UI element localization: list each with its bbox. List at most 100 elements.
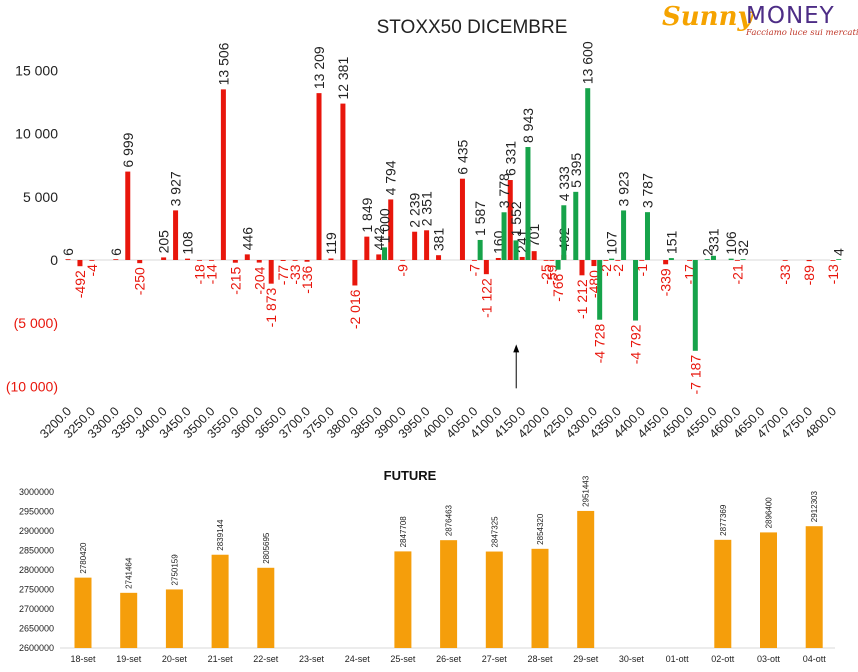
bar	[692, 260, 698, 351]
bar	[364, 236, 370, 260]
bar	[382, 247, 388, 260]
bar	[74, 577, 92, 648]
data-label: -339	[658, 268, 674, 296]
data-label: -33	[287, 264, 303, 284]
future-chart: FUTURE 3000000 2950000 2900000 2850000 280000…	[19, 468, 835, 664]
data-label: 6	[108, 248, 124, 256]
bar	[440, 540, 458, 648]
bar	[704, 259, 710, 260]
chart-title: STOXX50 DICEMBRE	[377, 17, 568, 38]
y-tick-label: 2750000	[19, 585, 54, 595]
bar	[555, 260, 561, 270]
bar	[120, 592, 138, 648]
data-label: 1 552	[508, 201, 524, 236]
bar	[244, 254, 250, 260]
data-label: -4 728	[592, 324, 608, 364]
data-label: 2741464	[125, 557, 134, 589]
x-tick-label: 21-set	[208, 654, 234, 664]
bar	[185, 258, 191, 260]
data-label: 3 923	[616, 171, 632, 206]
data-label: 2854320	[536, 513, 545, 545]
data-label: 108	[180, 231, 196, 255]
data-label: 2951443	[582, 475, 591, 507]
bar	[316, 93, 322, 260]
bar	[597, 260, 603, 320]
data-label: 3 927	[168, 171, 184, 206]
data-label: 2780420	[79, 542, 88, 574]
data-label: -1 873	[263, 287, 279, 327]
y-tick-label: 2900000	[19, 526, 54, 536]
bar	[340, 103, 346, 261]
data-label: -215	[227, 267, 243, 295]
data-label: 151	[663, 231, 679, 255]
bar	[710, 255, 716, 260]
bar	[668, 258, 674, 260]
data-label: 4	[831, 248, 847, 256]
bar	[501, 212, 507, 260]
x-tick-label: 01-ott	[666, 654, 690, 664]
bar	[531, 251, 537, 260]
data-label: -7 187	[687, 355, 703, 395]
data-label: -21	[729, 264, 745, 284]
data-label: -2	[610, 264, 626, 277]
bar	[633, 260, 639, 321]
bar	[257, 567, 275, 648]
bar	[549, 260, 555, 261]
bar	[137, 260, 143, 264]
bar	[220, 89, 226, 261]
data-label: 12 381	[335, 57, 351, 100]
data-label: 2750159	[170, 554, 179, 586]
stoxx50-options-chart: STOXX50 DICEMBRE 15 000 10 000 5 000 0 (5 000…	[6, 17, 847, 441]
x-tick-label: 19-set	[116, 654, 142, 664]
data-label: 446	[239, 227, 255, 251]
x-tick-label: 25-set	[390, 654, 416, 664]
x-tick-label: 02-ott	[711, 654, 735, 664]
bar	[173, 210, 179, 260]
data-label: -25	[538, 264, 554, 284]
bar	[280, 260, 286, 261]
data-label: -250	[132, 267, 148, 295]
bar	[734, 260, 740, 261]
x-tick-label: 29-set	[573, 654, 599, 664]
bar	[782, 260, 788, 261]
bar	[65, 259, 71, 260]
y-tick-label: 2950000	[19, 507, 54, 517]
bar	[352, 260, 358, 286]
data-label: 8 943	[520, 108, 536, 143]
bar	[77, 260, 83, 267]
data-label: 1 587	[472, 201, 488, 236]
bar	[459, 178, 465, 260]
data-label: 442	[371, 227, 387, 251]
bar	[495, 257, 501, 260]
y-tick-label: 2800000	[19, 565, 54, 575]
bar	[165, 589, 183, 648]
data-label: -14	[203, 264, 219, 284]
bar	[394, 551, 412, 648]
bar	[424, 230, 430, 260]
y-tick-label: 5 000	[23, 189, 58, 205]
bar	[292, 260, 298, 261]
bar	[208, 260, 214, 261]
bar	[609, 258, 615, 260]
data-label: -136	[299, 266, 315, 294]
data-label: 2847708	[399, 516, 408, 548]
data-label: -33	[777, 264, 793, 284]
x-tick-label: 30-set	[619, 654, 645, 664]
data-label: -89	[801, 265, 817, 285]
bar	[471, 260, 477, 261]
bar	[485, 551, 503, 648]
data-label: 13 209	[311, 46, 327, 89]
data-label: 2805695	[262, 532, 271, 564]
y-tick-label: 15 000	[15, 63, 58, 79]
data-label: -766	[550, 273, 566, 301]
data-label: 5 395	[568, 153, 584, 188]
bar	[507, 180, 513, 260]
data-label: 13 600	[580, 41, 596, 84]
x-tick-label: 22-set	[253, 654, 279, 664]
bar	[573, 191, 579, 260]
y-tick-label: 2600000	[19, 643, 54, 653]
x-tick-label: 03-ott	[757, 654, 781, 664]
x-tick-label: 20-set	[162, 654, 188, 664]
bar	[591, 260, 597, 267]
data-label: -492	[72, 270, 88, 298]
